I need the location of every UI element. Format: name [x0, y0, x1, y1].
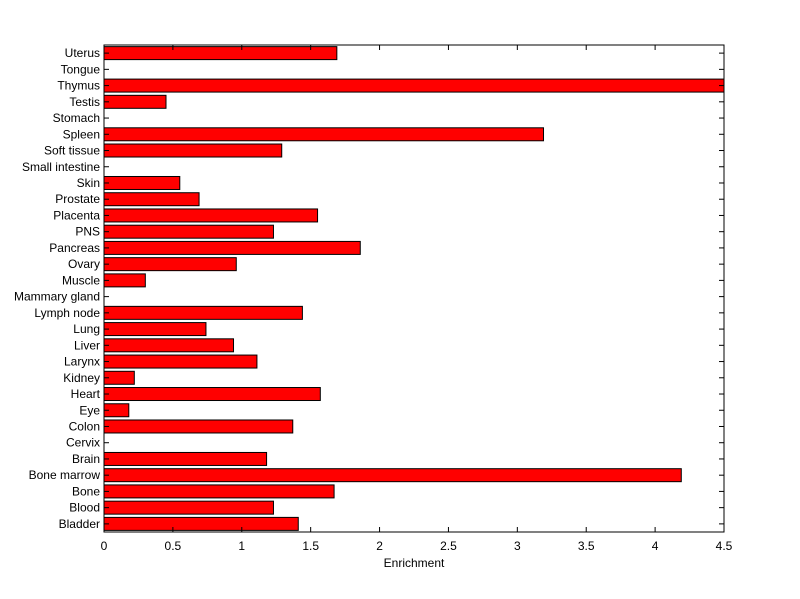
y-tick-label-stomach: Stomach	[53, 111, 100, 125]
axes-frame	[103, 44, 725, 533]
bar-testis	[103, 94, 167, 109]
y-tick-label-soft-tissue: Soft tissue	[44, 144, 100, 158]
y-tick-label-testis: Testis	[69, 95, 100, 109]
y-tick-label-pns: PNS	[75, 225, 100, 239]
bar-soft-tissue	[103, 143, 283, 158]
bar-bone	[103, 484, 335, 499]
bar-heart	[103, 387, 321, 402]
x-tick-label: 3.5	[578, 539, 595, 553]
bar-spleen	[103, 127, 545, 142]
x-tick-label: 1.5	[302, 539, 319, 553]
bar-pns	[103, 224, 274, 239]
y-tick-label-skin: Skin	[77, 176, 100, 190]
bar-colon	[103, 419, 294, 434]
x-tick-label: 2.5	[440, 539, 457, 553]
y-tick-label-heart: Heart	[71, 387, 101, 401]
bar-prostate	[103, 192, 200, 207]
bar-pancreas	[103, 240, 361, 255]
bar-placenta	[103, 208, 319, 223]
y-tick-label-larynx: Larynx	[64, 355, 100, 369]
x-tick-label: 4	[652, 539, 659, 553]
y-tick-label-prostate: Prostate	[55, 192, 100, 206]
y-tick-label-ovary: Ovary	[68, 257, 100, 271]
y-tick-label-tongue: Tongue	[61, 62, 101, 76]
bar-brain	[103, 451, 268, 466]
y-tick-label-blood: Blood	[69, 501, 100, 515]
y-tick-label-colon: Colon	[69, 419, 100, 433]
y-tick-label-small-intestine: Small intestine	[22, 160, 100, 174]
y-tick-label-spleen: Spleen	[63, 127, 100, 141]
bar-uterus	[103, 46, 338, 61]
bar-thymus	[103, 78, 725, 93]
x-tick-label: 3	[514, 539, 521, 553]
bar-ovary	[103, 257, 237, 272]
x-ticks-group: 0 0.5 1 1.5 2 2.5 3 3.5 4 4.5	[101, 45, 733, 553]
bar-bone-marrow	[103, 468, 682, 483]
y-tick-label-uterus: Uterus	[65, 46, 100, 60]
bar-lymph-node	[103, 305, 303, 320]
y-tick-label-liver: Liver	[74, 338, 100, 352]
y-tick-label-bone-marrow: Bone marrow	[29, 468, 101, 482]
y-tick-label-pancreas: Pancreas	[49, 241, 100, 255]
y-tick-label-thymus: Thymus	[57, 79, 100, 93]
bars-group	[103, 46, 725, 531]
y-tick-label-cervix: Cervix	[66, 436, 100, 450]
x-tick-label: 0.5	[165, 539, 182, 553]
y-tick-label-placenta: Placenta	[53, 208, 100, 222]
x-tick-label: 4.5	[716, 539, 733, 553]
y-tick-label-eye: Eye	[79, 403, 100, 417]
y-ticks-group: Uterus Tongue Thymus Testis Stomach Spleen Sof…	[14, 46, 724, 531]
x-tick-label: 0	[101, 539, 108, 553]
y-tick-label-bladder: Bladder	[59, 517, 100, 531]
y-tick-label-kidney: Kidney	[63, 371, 100, 385]
y-tick-label-mammary-gland: Mammary gland	[14, 290, 100, 304]
y-tick-label-lung: Lung	[73, 322, 100, 336]
x-axis-label: Enrichment	[384, 556, 445, 570]
bar-bladder	[103, 516, 299, 531]
bar-larynx	[103, 354, 258, 369]
y-tick-label-brain: Brain	[72, 452, 100, 466]
bar-lung	[103, 322, 207, 337]
y-tick-label-muscle: Muscle	[62, 273, 100, 287]
y-tick-label-bone: Bone	[72, 484, 100, 498]
bar-blood	[103, 500, 274, 515]
x-tick-label: 2	[376, 539, 383, 553]
y-tick-label-lymph-node: Lymph node	[34, 306, 100, 320]
bar-skin	[103, 175, 181, 190]
x-tick-label: 1	[238, 539, 245, 553]
bar-muscle	[103, 273, 146, 288]
bar-liver	[103, 338, 235, 353]
